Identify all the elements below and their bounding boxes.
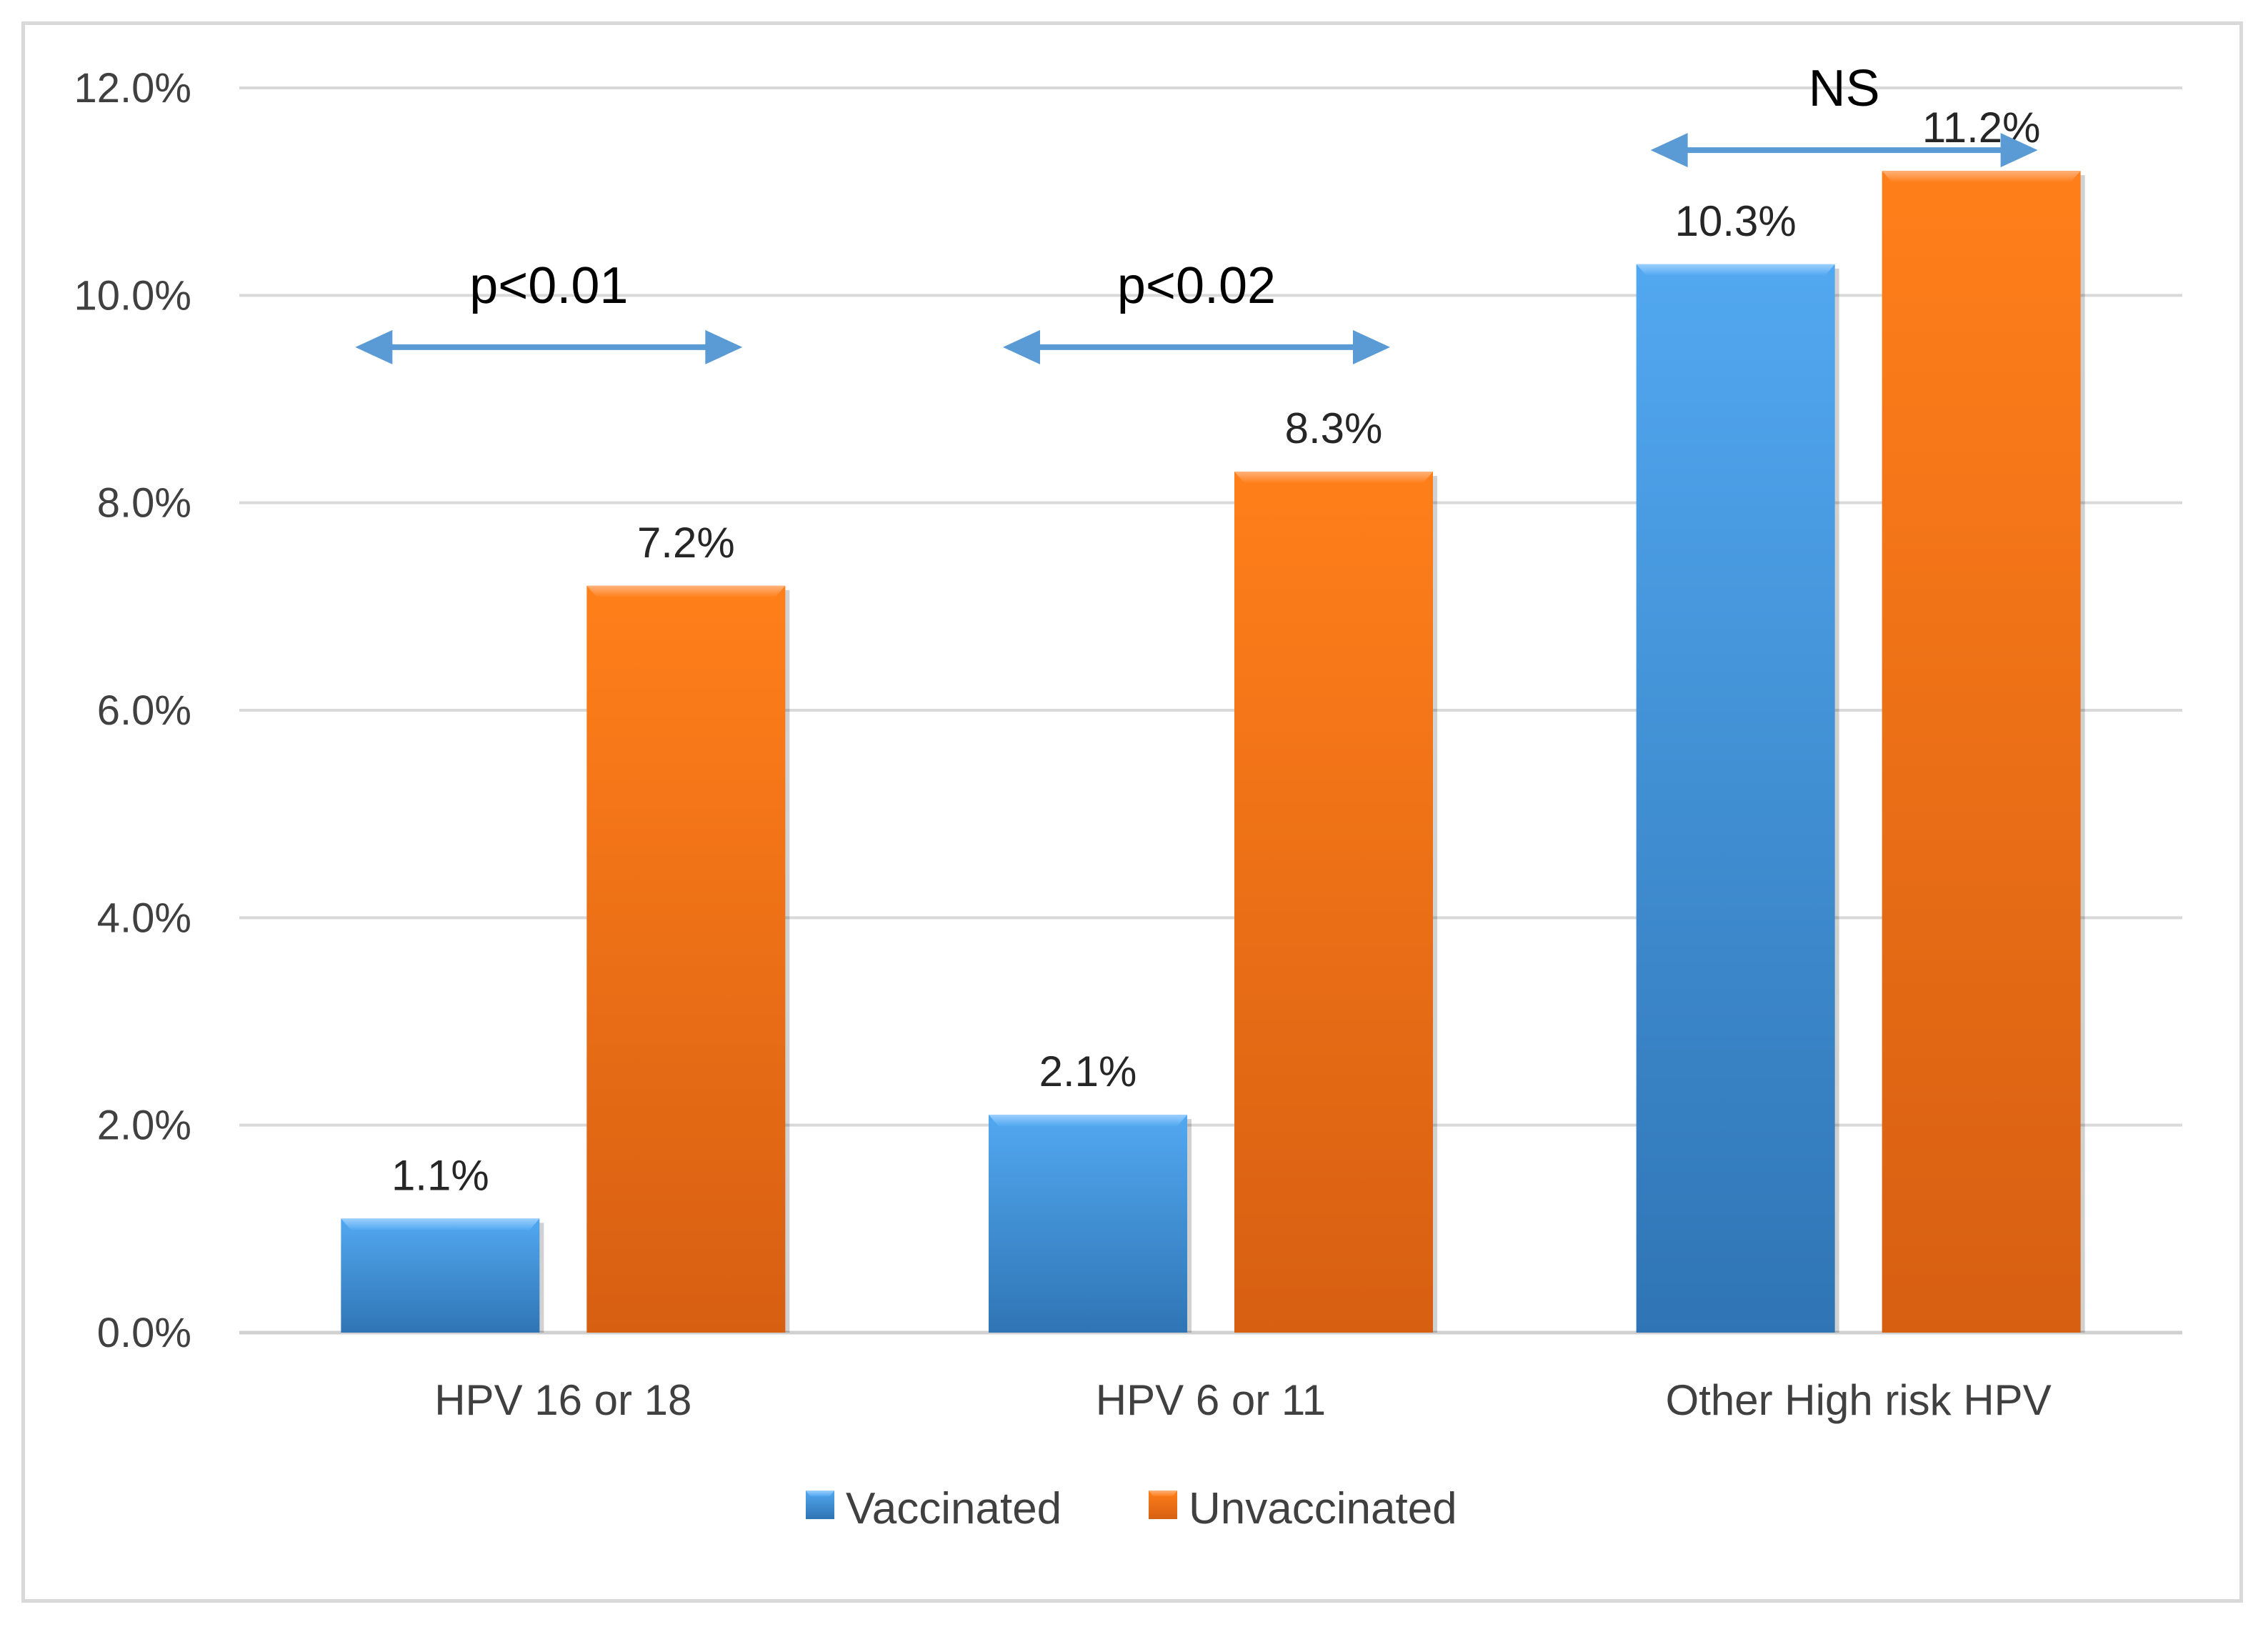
significance-arrow — [1003, 329, 1390, 364]
y-tick-label: 0.0% — [97, 1310, 191, 1356]
significance-label: p<0.02 — [1117, 257, 1276, 314]
x-category-label: HPV 16 or 18 — [434, 1376, 691, 1424]
x-axis-categories: HPV 16 or 18 HPV 6 or 11 Other High risk H… — [434, 1376, 2052, 1424]
legend-swatch-bevel — [1149, 1491, 1177, 1496]
bar-vaccinated — [1636, 264, 1835, 1333]
gridlines — [239, 86, 2182, 1335]
y-axis-ticks: 0.0% 2.0% 4.0% 6.0% 8.0% 10.0% 12.0% — [74, 65, 191, 1356]
bar-bevel — [1882, 171, 2081, 183]
y-tick-label: 8.0% — [97, 480, 191, 527]
legend-label: Vaccinated — [846, 1484, 1061, 1533]
y-tick-label: 2.0% — [97, 1103, 191, 1149]
legend: Vaccinated Unvaccinated — [806, 1484, 1457, 1533]
bar-unvaccinated — [1882, 171, 2081, 1333]
bar-unvaccinated — [1234, 472, 1433, 1333]
legend-swatch-bevel — [806, 1491, 834, 1496]
significance-arrow — [1650, 133, 2038, 168]
significance-annotations: p<0.01 p<0.02 NS — [355, 60, 2038, 364]
data-label: 2.1% — [1039, 1048, 1137, 1095]
bar-bevel — [1636, 264, 1835, 276]
x-category-label: Other High risk HPV — [1666, 1376, 2052, 1424]
bar-bevel — [341, 1218, 540, 1230]
chart-frame — [21, 21, 2243, 1603]
significance-label: p<0.01 — [469, 257, 628, 314]
y-tick-label: 10.0% — [74, 272, 191, 319]
data-label: 10.3% — [1675, 197, 1797, 245]
data-label: 1.1% — [391, 1151, 489, 1199]
x-category-label: HPV 6 or 11 — [1096, 1376, 1326, 1424]
bar-bevel — [586, 585, 786, 597]
y-tick-label: 6.0% — [97, 687, 191, 734]
y-tick-label: 12.0% — [74, 65, 191, 111]
data-label: 8.3% — [1285, 404, 1383, 452]
bars — [341, 171, 2085, 1333]
legend-label: Unvaccinated — [1189, 1484, 1457, 1533]
bar-bevel — [989, 1115, 1187, 1127]
y-tick-label: 4.0% — [97, 895, 191, 941]
data-label: 7.2% — [637, 519, 735, 567]
significance-arrow — [355, 329, 743, 364]
bar-vaccinated — [341, 1218, 540, 1333]
significance-label: NS — [1809, 60, 1880, 117]
bar-bevel — [1234, 472, 1433, 484]
data-labels: 1.1%7.2%2.1%8.3%10.3%11.2% — [391, 104, 2041, 1199]
bar-unvaccinated — [586, 585, 786, 1333]
bar-vaccinated — [989, 1115, 1187, 1333]
